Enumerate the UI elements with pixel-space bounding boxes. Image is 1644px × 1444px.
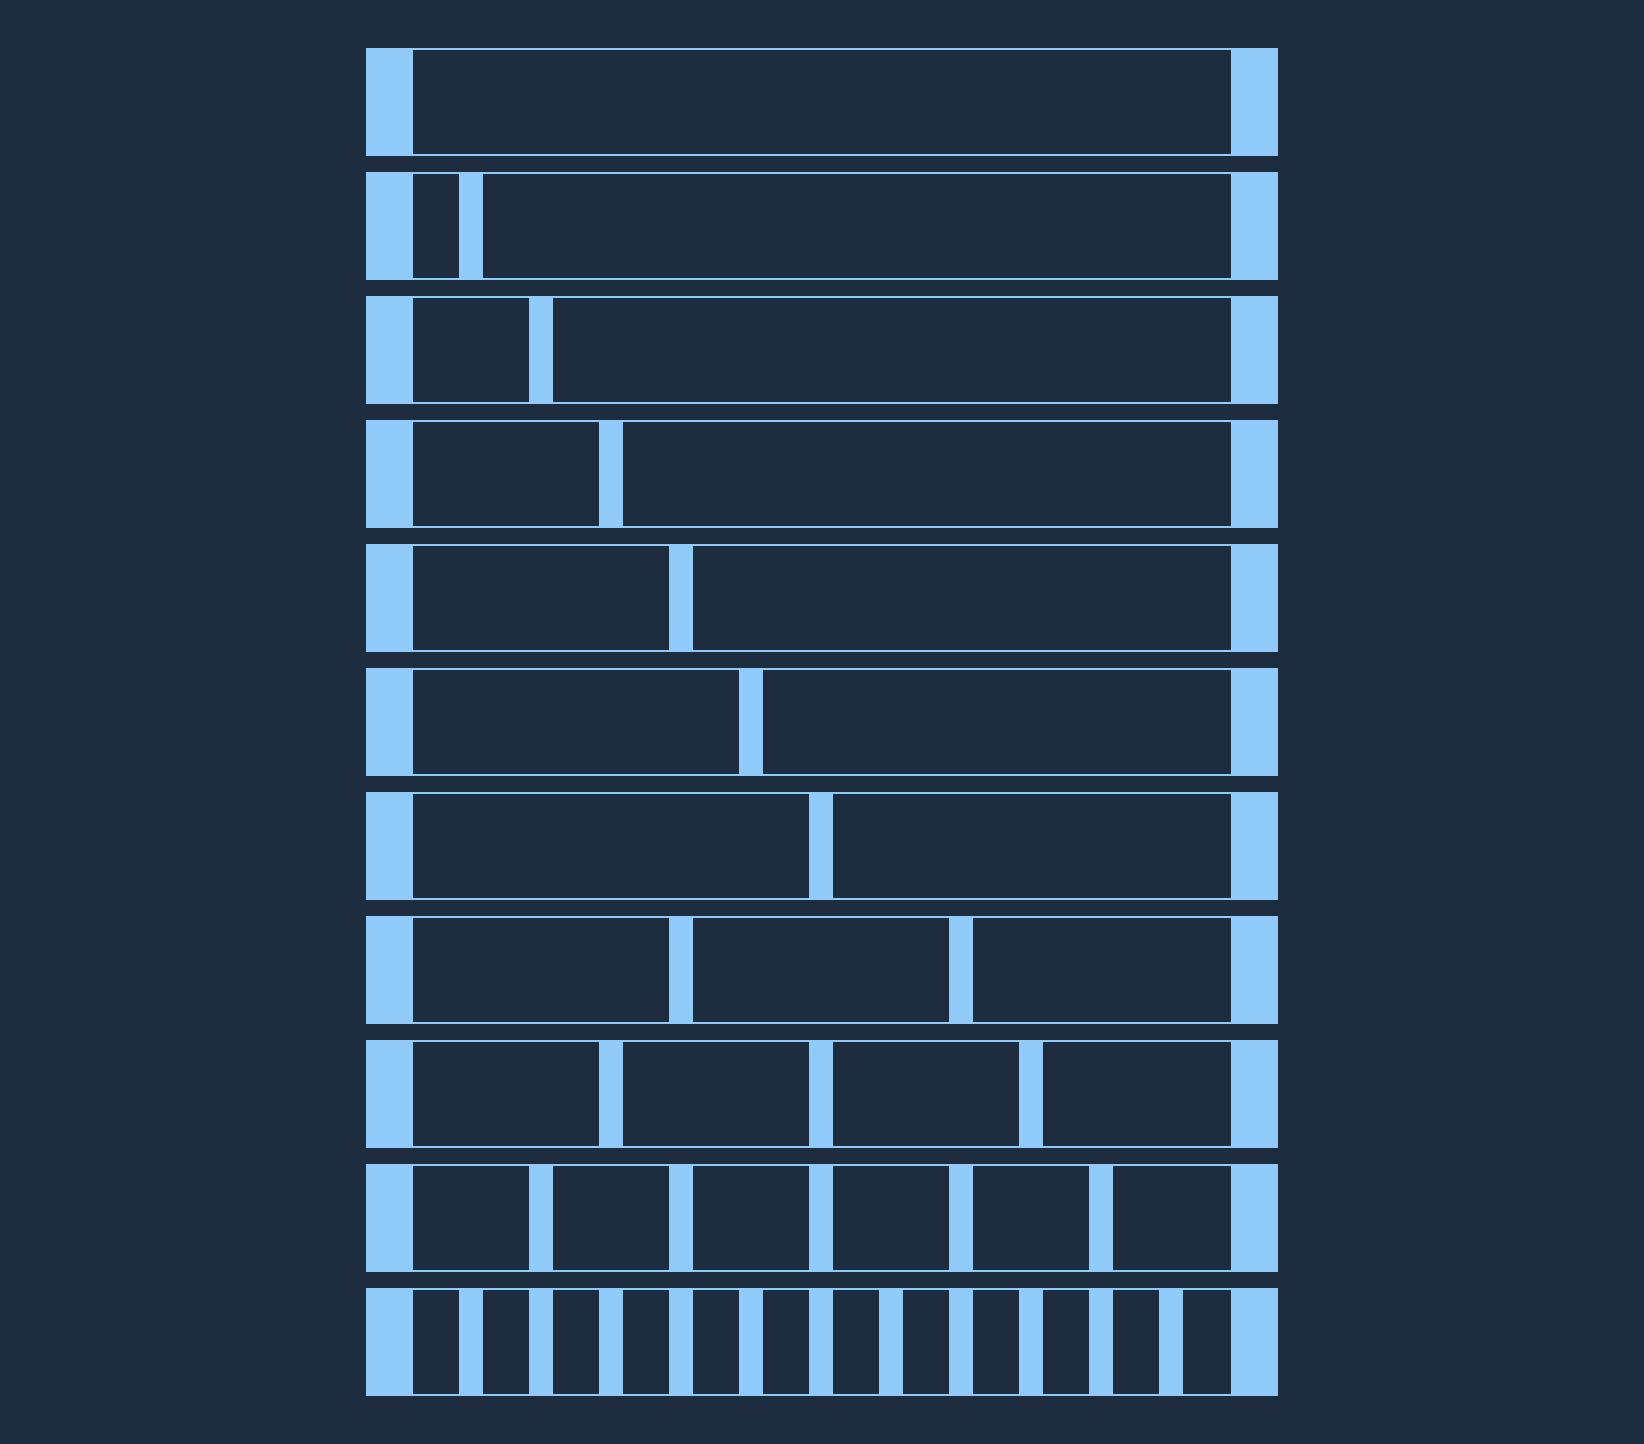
left-margin (366, 916, 413, 1024)
right-margin (1231, 48, 1278, 156)
gutter (529, 1290, 553, 1394)
gutter (459, 174, 483, 278)
gutter (669, 1166, 693, 1270)
gutter (599, 422, 623, 526)
grid-row (366, 792, 1278, 900)
gutter (1019, 1290, 1043, 1394)
right-margin (1231, 296, 1278, 404)
gutter (1159, 1290, 1183, 1394)
left-margin (366, 1288, 413, 1396)
gutter (1089, 1290, 1113, 1394)
grid-row (366, 296, 1278, 404)
right-margin (1231, 916, 1278, 1024)
left-margin (366, 296, 413, 404)
gutter (1089, 1166, 1113, 1270)
right-margin (1231, 1040, 1278, 1148)
left-margin (366, 172, 413, 280)
right-margin (1231, 1288, 1278, 1396)
left-margin (366, 1040, 413, 1148)
grid-row (366, 1288, 1278, 1396)
gutter (739, 670, 763, 774)
gutter (949, 1166, 973, 1270)
left-margin (366, 48, 413, 156)
gutter (669, 918, 693, 1022)
gutter (669, 546, 693, 650)
gutter (669, 1290, 693, 1394)
right-margin (1231, 172, 1278, 280)
right-margin (1231, 1164, 1278, 1272)
grid-row (366, 544, 1278, 652)
grid-row (366, 916, 1278, 1024)
gutter (809, 794, 833, 898)
left-margin (366, 792, 413, 900)
gutter (739, 1290, 763, 1394)
grid-row (366, 1164, 1278, 1272)
gutter (809, 1042, 833, 1146)
gutter (809, 1290, 833, 1394)
right-margin (1231, 668, 1278, 776)
gutter (599, 1290, 623, 1394)
gutter (529, 298, 553, 402)
grid-row (366, 420, 1278, 528)
gutter (949, 1290, 973, 1394)
right-margin (1231, 792, 1278, 900)
left-margin (366, 420, 413, 528)
right-margin (1231, 420, 1278, 528)
left-margin (366, 544, 413, 652)
gutter (1019, 1042, 1043, 1146)
grid-row (366, 668, 1278, 776)
grid-row (366, 48, 1278, 156)
left-margin (366, 1164, 413, 1272)
grid-row (366, 1040, 1278, 1148)
grid-row (366, 172, 1278, 280)
gutter (529, 1166, 553, 1270)
right-margin (1231, 544, 1278, 652)
gutter (809, 1166, 833, 1270)
gutter (949, 918, 973, 1022)
gutter (599, 1042, 623, 1146)
gutter (459, 1290, 483, 1394)
left-margin (366, 668, 413, 776)
gutter (879, 1290, 903, 1394)
